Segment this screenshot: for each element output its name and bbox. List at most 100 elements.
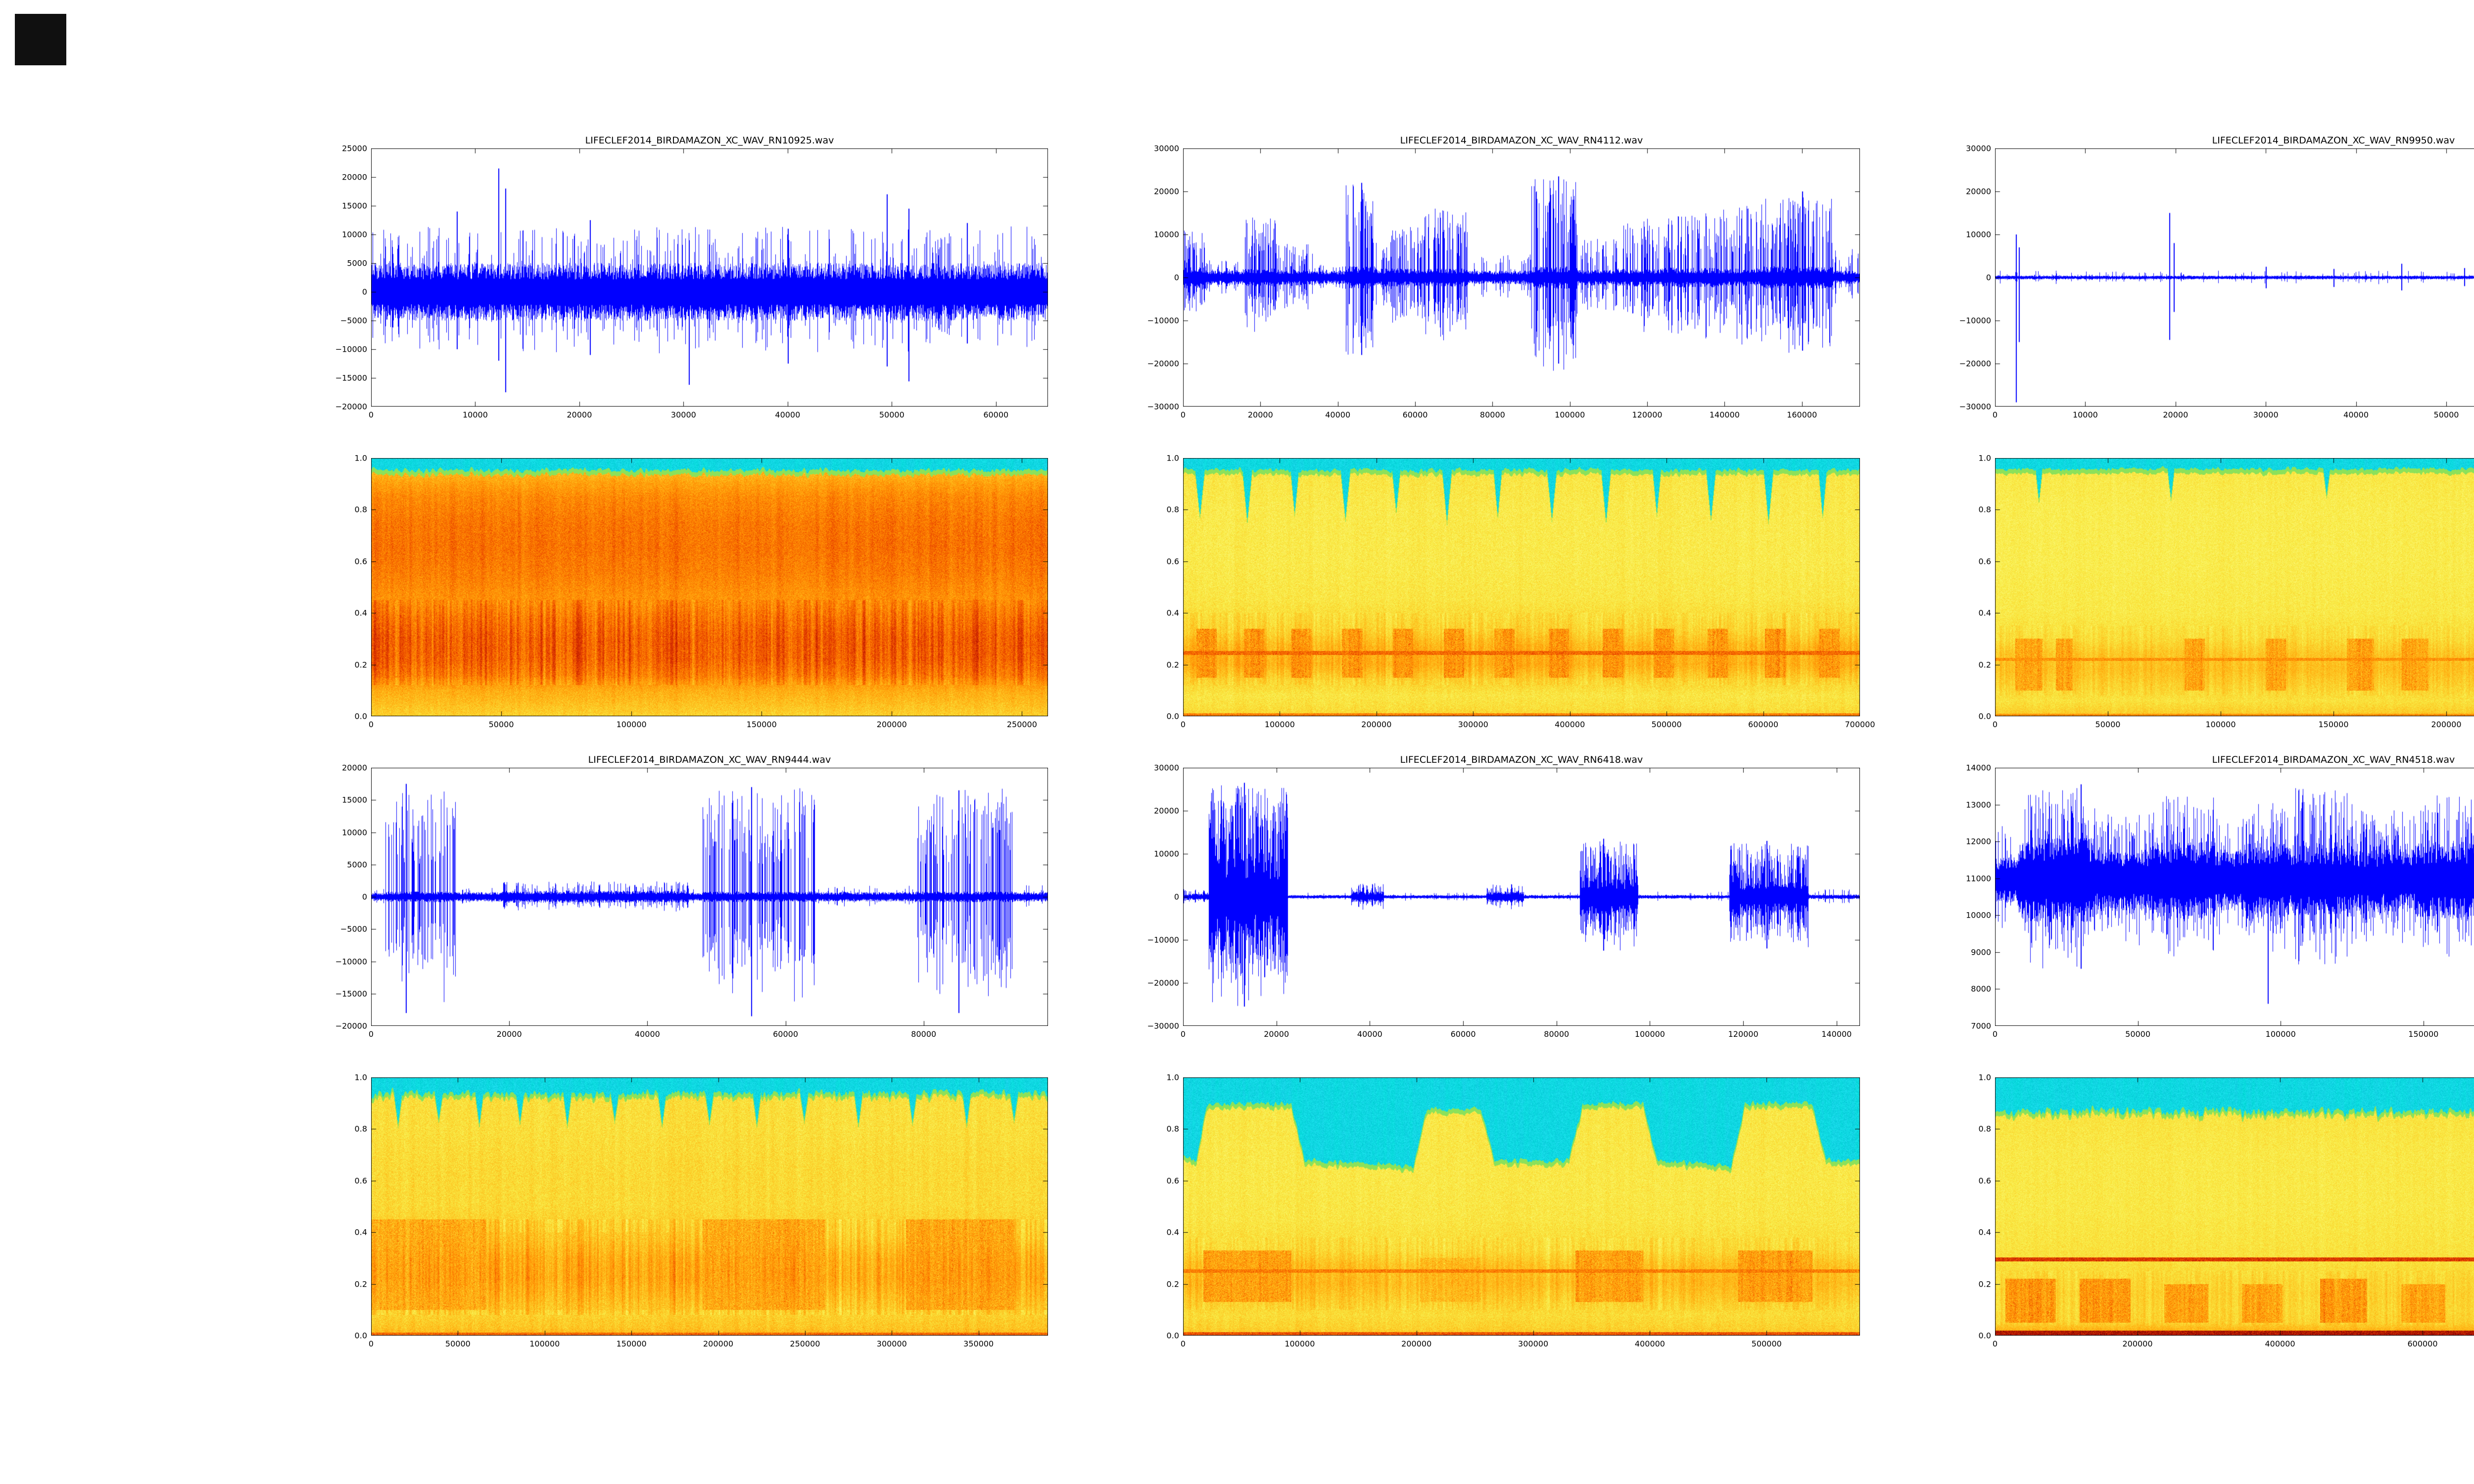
- subplot-r3c2: LIFECLEF2014_BIRDAMAZON_XC_WAV_RN6418.wa…: [1147, 754, 1860, 1039]
- y-tick-label: −30000: [1959, 402, 1991, 412]
- y-tick-label: 0.2: [354, 660, 367, 670]
- x-tick-label: 10000: [463, 410, 488, 419]
- subplot-r4c1: 0 50000 100000 150000 200000 250000 300000 3500…: [355, 1073, 1048, 1348]
- y-tick-label: −5000: [340, 924, 367, 934]
- y-tick-label: 0.4: [1978, 1227, 1991, 1237]
- y-tick-label: 0: [1174, 273, 1179, 282]
- y-tick-label: 20000: [342, 172, 367, 182]
- y-tick-label: 0.8: [1978, 1124, 1991, 1134]
- y-tick-label: 15000: [342, 795, 367, 805]
- x-tick-label: 50000: [488, 720, 514, 729]
- y-tick-label: −20000: [1959, 359, 1991, 369]
- y-tick-label: 0.2: [1978, 660, 1991, 670]
- x-tick-label: 120000: [1632, 410, 1663, 419]
- y-tick-label: −15000: [335, 989, 367, 999]
- y-tick-label: −10000: [335, 957, 367, 966]
- x-tick-label: 100000: [616, 720, 647, 729]
- y-tick-label: −15000: [335, 373, 367, 383]
- x-tick-label: 300000: [1458, 720, 1488, 729]
- subplot-r1c3: LIFECLEF2014_BIRDAMAZON_XC_WAV_RN9950.wa…: [1959, 135, 2474, 419]
- y-tick-label: 0.4: [1166, 1227, 1179, 1237]
- subplot-r3c1: LIFECLEF2014_BIRDAMAZON_XC_WAV_RN9444.wa…: [335, 754, 1048, 1039]
- y-tick-label: 1.0: [354, 453, 367, 463]
- x-tick-label: 0: [368, 1339, 374, 1348]
- x-tick-label: 100000: [1285, 1339, 1315, 1348]
- x-tick-label: 80000: [1479, 410, 1505, 419]
- plot-title: LIFECLEF2014_BIRDAMAZON_XC_WAV_RN10925.w…: [585, 135, 834, 146]
- subplot-r1c1: LIFECLEF2014_BIRDAMAZON_XC_WAV_RN10925.w…: [335, 135, 1048, 419]
- x-tick-label: 200000: [1401, 1339, 1432, 1348]
- y-tick-label: −20000: [1147, 978, 1179, 988]
- y-tick-label: 0.2: [1166, 1279, 1179, 1289]
- x-tick-label: 400000: [1634, 1339, 1665, 1348]
- x-tick-label: 10000: [2072, 410, 2098, 419]
- x-tick-label: 20000: [1264, 1029, 1289, 1039]
- x-tick-label: 80000: [1544, 1029, 1570, 1039]
- y-tick-label: 11000: [1966, 874, 1991, 883]
- y-tick-label: 0: [362, 287, 367, 297]
- x-tick-label: 100000: [2265, 1029, 2296, 1039]
- y-tick-label: 1.0: [1978, 1072, 1991, 1082]
- plot-canvas: [1183, 458, 1860, 716]
- y-tick-label: 0.8: [1978, 505, 1991, 514]
- x-tick-label: 0: [1992, 1029, 1998, 1039]
- plot-canvas: [1183, 1077, 1860, 1336]
- y-tick-label: 30000: [1154, 143, 1179, 153]
- y-tick-label: 7000: [1971, 1021, 1991, 1031]
- y-tick-label: 0.0: [1978, 1331, 1991, 1341]
- x-tick-label: 60000: [983, 410, 1009, 419]
- y-tick-label: 5000: [347, 258, 367, 268]
- x-tick-label: 40000: [634, 1029, 660, 1039]
- y-tick-label: 10000: [1154, 849, 1179, 859]
- y-tick-label: 0.6: [354, 556, 367, 566]
- x-tick-label: 0: [1992, 410, 1998, 419]
- x-tick-label: 200000: [1361, 720, 1392, 729]
- y-tick-label: 1.0: [1166, 1072, 1179, 1082]
- y-tick-label: 1.0: [1166, 453, 1179, 463]
- x-tick-label: 140000: [1709, 410, 1740, 419]
- y-tick-label: 0.2: [1166, 660, 1179, 670]
- y-tick-label: −10000: [1147, 935, 1179, 945]
- x-tick-label: 200000: [876, 720, 907, 729]
- plot-canvas: [371, 148, 1048, 407]
- x-tick-label: 20000: [2163, 410, 2189, 419]
- x-tick-label: 60000: [1450, 1029, 1476, 1039]
- x-tick-label: 0: [1180, 1029, 1186, 1039]
- y-tick-label: 10000: [1966, 230, 1991, 239]
- x-tick-label: 100000: [1264, 720, 1295, 729]
- x-tick-label: 0: [1180, 1339, 1186, 1348]
- x-tick-label: 600000: [2407, 1339, 2438, 1348]
- x-tick-label: 400000: [2265, 1339, 2295, 1348]
- y-tick-label: 0.4: [1978, 608, 1991, 618]
- subplot-r2c2: 0 100000 200000 300000 400000 500000 600000 700…: [1167, 454, 1875, 730]
- y-tick-label: 0.2: [1978, 1279, 1991, 1289]
- x-tick-label: 700000: [1845, 720, 1875, 729]
- y-tick-label: 0.6: [354, 1176, 367, 1186]
- y-tick-label: −20000: [335, 402, 367, 412]
- subplot-r4c2: 0 100000 200000 300000 400000 500000 0.0 0.2 0.4…: [1167, 1073, 1860, 1348]
- plot-canvas: [1995, 148, 2474, 407]
- x-tick-label: 40000: [1325, 410, 1351, 419]
- y-tick-label: 0: [362, 892, 367, 902]
- plot-canvas: [371, 1077, 1048, 1336]
- y-tick-label: 30000: [1154, 763, 1179, 773]
- x-tick-label: 150000: [2408, 1029, 2439, 1039]
- y-tick-label: 0.0: [354, 711, 367, 721]
- x-tick-label: 100000: [529, 1339, 560, 1348]
- plot-title: LIFECLEF2014_BIRDAMAZON_XC_WAV_RN9950.wa…: [2212, 135, 2455, 146]
- y-tick-label: 13000: [1966, 800, 1991, 810]
- y-tick-label: 0.6: [1166, 556, 1179, 566]
- subplot-r2c1: 0 50000 100000 150000 200000 250000 0.0 0.2 0.4 0…: [355, 454, 1048, 729]
- y-tick-label: 30000: [1966, 143, 1991, 153]
- y-tick-label: 0.4: [1166, 608, 1179, 618]
- x-tick-label: 0: [1992, 720, 1998, 729]
- x-tick-label: 150000: [2318, 720, 2349, 729]
- y-tick-label: −30000: [1147, 402, 1179, 412]
- x-tick-label: 350000: [963, 1339, 994, 1348]
- y-tick-label: 0.6: [1978, 1176, 1991, 1186]
- x-tick-label: 120000: [1728, 1029, 1759, 1039]
- subplot-r4c3: 02000004000006000008000000.00.20.40.60.8…: [1979, 1073, 2474, 1348]
- plot-title: LIFECLEF2014_BIRDAMAZON_XC_WAV_RN4518.wa…: [2212, 754, 2455, 765]
- x-tick-label: 400000: [1555, 720, 1585, 729]
